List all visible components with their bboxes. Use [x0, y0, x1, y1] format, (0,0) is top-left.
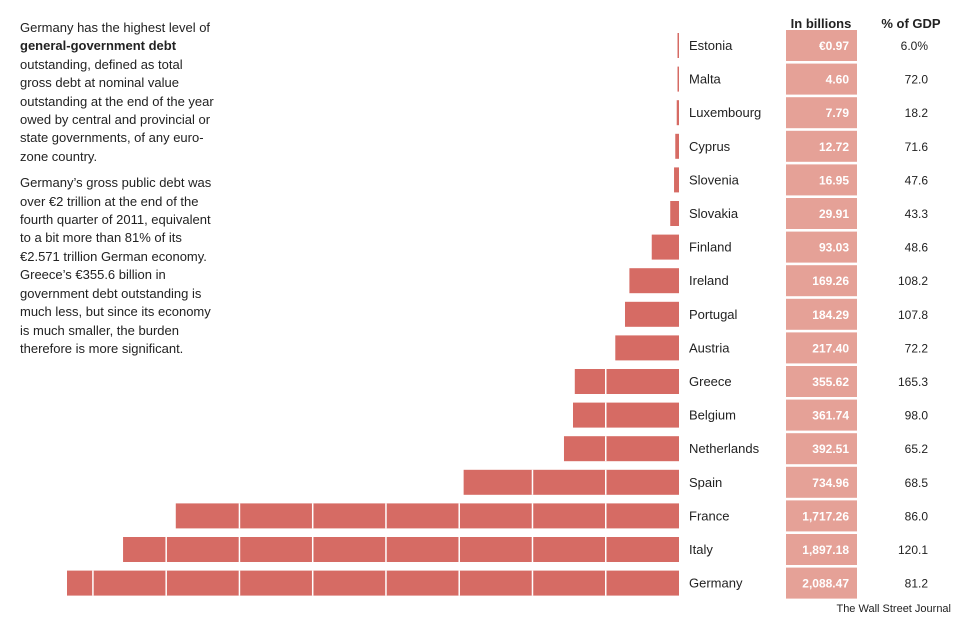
chart-rows: Estonia €0.97 6.0% Malta 4.60 72.0 Luxembourg 7…: [67, 30, 928, 599]
value-box: [786, 298, 857, 330]
bar-slovakia: [670, 201, 679, 226]
bar-portugal: [624, 301, 679, 327]
source-credit: The Wall Street Journal: [836, 603, 951, 615]
value-label: 217.40: [812, 341, 849, 355]
value-label: 29.91: [819, 207, 849, 221]
pct-gdp-label: 107.8: [898, 308, 928, 322]
value-label: 4.60: [826, 73, 850, 87]
intro-paragraph-1: Germany has the highest level of general…: [20, 20, 214, 164]
value-label: 1,717.26: [802, 509, 849, 523]
value-label: 184.29: [812, 308, 849, 322]
pct-gdp-label: 72.0: [905, 73, 929, 87]
bar-france: [175, 503, 679, 529]
value-label: 361.74: [812, 409, 849, 423]
intro-bold-term: general-government debt: [20, 38, 177, 54]
value-label: 16.95: [819, 173, 849, 187]
bar-cyprus: [675, 133, 679, 159]
value-box: [786, 265, 857, 297]
country-label: Netherlands: [689, 441, 760, 456]
value-box: [786, 63, 857, 95]
value-box: [786, 466, 857, 498]
pct-gdp-label: 71.6: [905, 140, 929, 154]
pct-gdp-label: 18.2: [905, 106, 929, 120]
country-label: Greece: [689, 374, 732, 389]
country-label: Estonia: [689, 38, 733, 53]
value-label: 355.62: [812, 375, 849, 389]
country-label: Germany: [689, 576, 743, 591]
pct-gdp-label: 108.2: [898, 274, 928, 288]
bar-italy: [123, 537, 680, 562]
country-label: Malta: [689, 72, 722, 87]
pct-gdp-label: 47.6: [905, 173, 929, 187]
country-label: Portugal: [689, 307, 738, 322]
country-label: Spain: [689, 475, 722, 490]
country-label: France: [689, 508, 729, 523]
value-label: 12.72: [819, 140, 849, 154]
bar-germany: [67, 570, 679, 596]
bar-belgium: [572, 402, 679, 428]
value-label: €0.97: [819, 39, 849, 53]
pct-gdp-label: 120.1: [898, 543, 928, 557]
country-label: Slovenia: [689, 172, 740, 187]
value-box: [786, 567, 857, 599]
pct-gdp-label: 6.0%: [901, 39, 929, 53]
pct-gdp-label: 48.6: [905, 241, 929, 255]
value-box: [786, 534, 857, 565]
bar-slovenia: [674, 167, 679, 193]
bar-austria: [615, 335, 679, 361]
value-column-header: In billions: [791, 16, 852, 31]
value-label: 2,088.47: [802, 577, 849, 591]
value-label: 1,897.18: [802, 543, 849, 557]
value-box: [786, 198, 857, 229]
bar-luxembourg: [676, 100, 679, 126]
value-box: [786, 231, 857, 263]
pct-gdp-label: 43.3: [905, 207, 929, 221]
bar-spain: [463, 469, 679, 495]
country-label: Belgium: [689, 408, 736, 423]
value-label: 93.03: [819, 241, 849, 255]
country-label: Slovakia: [689, 206, 739, 221]
intro-paragraph-2: Germany’s gross public debt was over €2 …: [20, 175, 212, 356]
bar-greece: [574, 369, 679, 394]
pct-gdp-label: 165.3: [898, 375, 928, 389]
bar-ireland: [629, 268, 679, 294]
value-box: [786, 366, 857, 397]
value-label: 169.26: [812, 274, 849, 288]
pct-gdp-label: 81.2: [905, 577, 929, 591]
bar-malta: [677, 66, 679, 92]
intro-text: Germany has the highest level of general…: [20, 19, 215, 366]
bar-netherlands: [563, 436, 679, 462]
pct-column-header: % of GDP: [881, 16, 941, 31]
bar-finland: [651, 234, 679, 260]
country-label: Luxembourg: [689, 105, 761, 120]
country-label: Cyprus: [689, 139, 731, 154]
value-label: 734.96: [812, 476, 849, 490]
country-label: Ireland: [689, 273, 729, 288]
country-label: Italy: [689, 542, 713, 557]
pct-gdp-label: 72.2: [905, 341, 929, 355]
pct-gdp-label: 98.0: [905, 409, 929, 423]
value-box: [786, 97, 857, 129]
pct-gdp-label: 68.5: [905, 476, 929, 490]
value-box: [786, 164, 857, 196]
value-box: [786, 30, 857, 61]
country-label: Finland: [689, 240, 732, 255]
value-box: [786, 332, 857, 364]
value-label: 392.51: [812, 442, 849, 456]
value-box: [786, 130, 857, 162]
value-box: [786, 399, 857, 431]
country-label: Austria: [689, 340, 730, 355]
value-box: [786, 500, 857, 532]
bar-estonia: [677, 33, 679, 58]
value-box: [786, 433, 857, 465]
value-label: 7.79: [826, 106, 850, 120]
pct-gdp-label: 86.0: [905, 509, 929, 523]
pct-gdp-label: 65.2: [905, 442, 929, 456]
